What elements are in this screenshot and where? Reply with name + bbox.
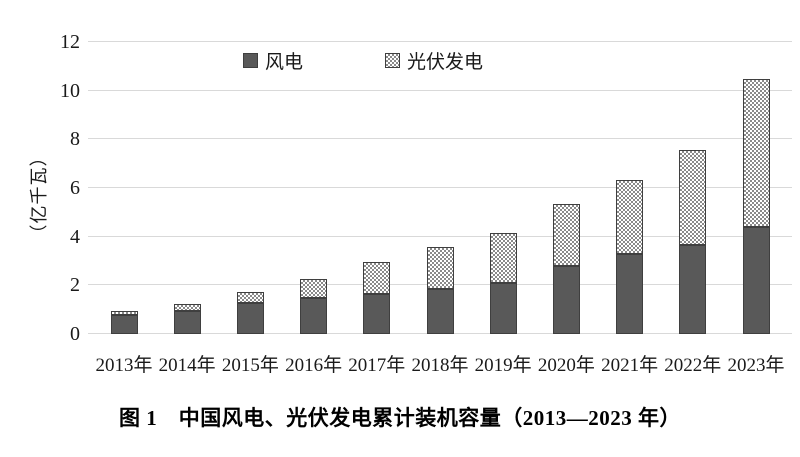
- x-tick-label: 2015年: [221, 355, 279, 376]
- y-tick-label: 6: [70, 177, 80, 199]
- gridline-y8: [88, 138, 792, 140]
- gridline-y10: [88, 89, 792, 91]
- bar-2013年-solar: [110, 310, 138, 316]
- y-tick-label: 12: [60, 31, 80, 53]
- bar-2022年-solar: [679, 149, 707, 246]
- bar-2015年-solar: [236, 292, 264, 303]
- wind-swatch-icon: [243, 53, 258, 68]
- bar-2019年-wind: [489, 282, 517, 334]
- bar-2021年-solar: [616, 179, 644, 255]
- y-tick-label: 4: [70, 225, 80, 248]
- x-tick-label: 2013年: [95, 355, 153, 376]
- x-tick-label: 2019年: [474, 355, 532, 376]
- y-axis: 0 2 4 6 8 10 12: [0, 31, 80, 345]
- bar-2018年-solar: [426, 246, 454, 290]
- bar-2017年-wind: [363, 294, 391, 334]
- bar-2016年-wind: [300, 297, 328, 334]
- bar-2018年-wind: [426, 289, 454, 334]
- legend-item-solar: 光伏发电: [385, 47, 483, 74]
- y-tick-label: 10: [60, 79, 80, 102]
- bar-2019年-solar: [489, 233, 517, 283]
- y-tick-label: 0: [70, 323, 80, 345]
- bar-2022年-wind: [679, 245, 707, 334]
- bar-2020年-solar: [552, 204, 580, 266]
- bar-2021年-wind: [616, 254, 644, 334]
- bar-2016年-solar: [300, 279, 328, 298]
- solar-swatch-icon: [385, 53, 401, 68]
- gridline-y4: [88, 235, 792, 237]
- bar-2017年-solar: [363, 262, 391, 295]
- gridline-y6: [88, 187, 792, 188]
- x-tick-label: 2016年: [285, 355, 343, 376]
- y-tick-label: 2: [70, 274, 80, 297]
- x-tick-label: 2018年: [411, 355, 469, 376]
- legend: 风电 光伏发电: [243, 47, 483, 74]
- plot-area: [88, 41, 792, 334]
- bar-2020年-wind: [552, 265, 580, 334]
- bar-2023年-wind: [742, 226, 770, 334]
- legend-item-wind: 风电: [243, 47, 303, 74]
- x-tick-label: 2023年: [727, 355, 785, 376]
- x-tick-label: 2021年: [601, 355, 659, 376]
- bar-2015年-wind: [236, 302, 264, 334]
- legend-label: 风电: [265, 52, 304, 73]
- y-tick-label: 8: [70, 128, 80, 151]
- bar-2023年-solar: [742, 78, 770, 227]
- x-tick-label: 2017年: [348, 355, 406, 376]
- bar-2013年-wind: [110, 315, 138, 334]
- bar-2014年-solar: [173, 303, 201, 311]
- gridline-y12: [88, 41, 792, 42]
- legend-label: 光伏发电: [407, 52, 484, 73]
- x-tick-label: 2020年: [537, 355, 595, 376]
- x-tick-label: 2022年: [664, 355, 722, 376]
- bar-2014年-wind: [173, 310, 201, 334]
- figure-caption: 图 1 中国风电、光伏发电累计装机容量（2013—2023 年）: [119, 406, 681, 430]
- x-tick-label: 2014年: [158, 355, 216, 376]
